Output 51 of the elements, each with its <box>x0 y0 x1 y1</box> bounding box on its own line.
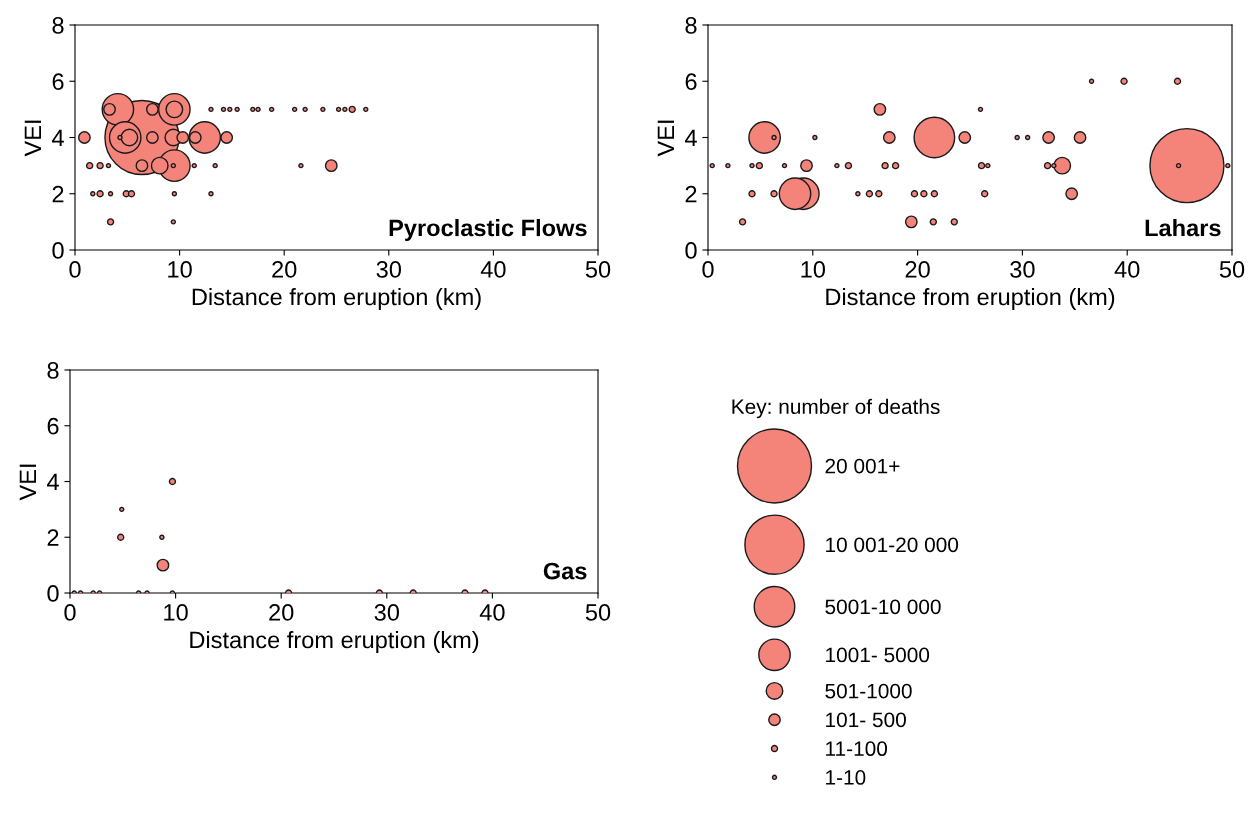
y-tick-label: 0 <box>685 242 697 259</box>
x-tick-label: 0 <box>64 604 76 621</box>
x-tick-label: 10 <box>801 261 826 278</box>
legend-label: 501-1000 <box>825 683 912 699</box>
y-tick-label: 0 <box>47 585 59 602</box>
y-tick-label: 8 <box>685 17 697 34</box>
y-tick-label: 4 <box>685 129 697 147</box>
y-axis-title: VEI <box>19 464 36 501</box>
text: Gas <box>543 562 587 580</box>
x-axis-title: Distance from eruption (km) <box>190 630 479 653</box>
y-tick-label: 6 <box>47 417 59 435</box>
x-tick-label: 10 <box>168 261 192 278</box>
x-tick-label: 20 <box>269 604 294 621</box>
x-tick-label: 40 <box>1114 261 1140 278</box>
x-axis-title: Distance from eruption (km) <box>826 287 1115 310</box>
x-tick-label: 10 <box>164 604 188 621</box>
x-tick-label: 20 <box>272 261 297 278</box>
x-tick-label: 0 <box>69 261 81 278</box>
legend-label: 10 001-20 000 <box>826 537 959 553</box>
legend-label: 1001- 5000 <box>826 647 930 663</box>
legend-label: 101- 500 <box>826 712 906 728</box>
y-tick-label: 8 <box>52 17 64 34</box>
y-tick-label: 0 <box>52 242 64 259</box>
text: Pyroclastic Flows <box>389 218 587 241</box>
x-tick-label: 50 <box>585 604 611 621</box>
y-axis-title: VEI <box>24 120 41 157</box>
legend-label: 20 001+ <box>825 458 900 474</box>
y-tick-label: 8 <box>47 362 59 379</box>
x-tick-label: 0 <box>702 261 714 278</box>
legend-title: Key: number of deaths <box>732 398 940 419</box>
text: Lahars <box>1145 218 1221 237</box>
y-tick-label: 2 <box>47 529 59 546</box>
legend-label: 1-10 <box>826 770 866 785</box>
x-tick-label: 30 <box>374 604 400 621</box>
y-axis-title: VEI <box>657 120 674 157</box>
y-tick-label: 2 <box>685 185 697 203</box>
x-tick-label: 50 <box>1219 261 1245 278</box>
x-axis-title: Distance from eruption (km) <box>192 287 481 310</box>
x-tick-label: 40 <box>479 604 505 621</box>
x-tick-label: 50 <box>585 261 611 278</box>
y-tick-label: 4 <box>47 473 59 491</box>
x-tick-label: 30 <box>1010 261 1035 278</box>
legend-label: 5001-10 000 <box>825 599 941 615</box>
y-tick-label: 2 <box>52 185 64 203</box>
x-tick-label: 20 <box>905 261 930 278</box>
y-tick-label: 6 <box>52 73 64 91</box>
legend-label: 11-100 <box>826 741 888 757</box>
y-tick-label: 6 <box>685 73 697 91</box>
y-tick-label: 4 <box>52 129 64 147</box>
x-tick-label: 40 <box>480 261 506 278</box>
x-tick-label: 30 <box>376 261 402 278</box>
